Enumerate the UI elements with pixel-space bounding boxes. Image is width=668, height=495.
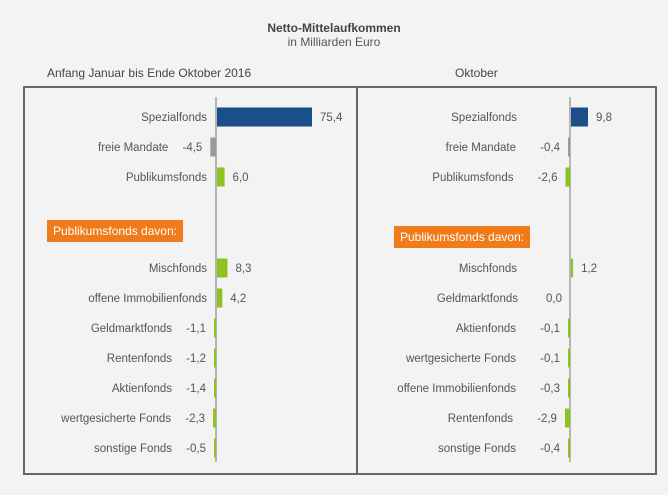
left-value-label-2: 6,0	[233, 172, 249, 184]
right-value-label-5: -0,1	[540, 323, 560, 335]
left-bar-7	[214, 378, 216, 398]
right-bar-6	[568, 348, 570, 368]
right-bar-7	[568, 378, 570, 398]
right-value-label-9: -0,4	[540, 443, 560, 455]
right-bar-1	[568, 137, 570, 157]
right-value-label-1: -0,4	[540, 142, 560, 154]
left-category-label-3: Mischfonds	[149, 263, 207, 275]
right-publikumsfonds-badge: Publikumsfonds davon:	[394, 226, 531, 248]
left-bar-6	[214, 348, 216, 368]
right-category-label-2: Publikumsfonds	[432, 172, 513, 184]
right-category-label-3: Mischfonds	[459, 263, 517, 275]
right-value-label-4: 0,0	[546, 293, 562, 305]
left-value-label-0: 75,4	[320, 112, 343, 124]
right-bar-2	[565, 167, 570, 187]
right-value-label-2: -2,6	[538, 172, 558, 184]
right-panel-heading: Oktober	[455, 66, 498, 80]
left-category-label-5: Geldmarktfonds	[91, 323, 172, 335]
left-bar-4	[217, 288, 223, 308]
left-value-label-8: -2,3	[185, 413, 205, 425]
right-value-label-0: 9,8	[596, 112, 612, 124]
left-category-label-9: sonstige Fonds	[94, 443, 172, 455]
panel-divider	[356, 86, 358, 475]
left-bar-8	[213, 408, 216, 428]
right-category-label-8: Rentenfonds	[448, 413, 513, 425]
right-bar-8	[564, 408, 570, 428]
left-publikumsfonds-badge: Publikumsfonds davon:	[47, 220, 184, 242]
right-category-label-7: offene Immobilienfonds	[397, 383, 516, 395]
left-bar-1	[210, 137, 216, 157]
left-category-label-8: wertgesicherte Fonds	[60, 413, 171, 425]
right-bar-9	[568, 438, 570, 458]
right-bar-0	[571, 107, 588, 127]
left-value-label-5: -1,1	[186, 323, 206, 335]
left-bar-5	[214, 318, 216, 338]
left-category-label-7: Aktienfonds	[112, 383, 172, 395]
right-category-label-9: sonstige Fonds	[438, 443, 516, 455]
right-category-label-0: Spezialfonds	[451, 112, 517, 124]
left-bar-9	[214, 438, 216, 458]
right-bar-3	[571, 258, 574, 278]
right-category-label-6: wertgesicherte Fonds	[405, 353, 516, 365]
left-category-label-6: Rentenfonds	[107, 353, 172, 365]
right-category-label-4: Geldmarktfonds	[437, 293, 518, 305]
left-value-label-6: -1,2	[186, 353, 206, 365]
left-value-label-9: -0,5	[186, 443, 206, 455]
right-bar-5	[568, 318, 570, 338]
chart-title: Netto-Mittelaufkommen	[267, 21, 401, 35]
left-value-label-1: -4,5	[183, 142, 203, 154]
left-panel-heading: Anfang Januar bis Ende Oktober 2016	[47, 66, 252, 80]
left-category-label-1: freie Mandate	[98, 142, 168, 154]
left-category-label-2: Publikumsfonds	[126, 172, 207, 184]
right-category-label-5: Aktienfonds	[456, 323, 516, 335]
right-value-label-6: -0,1	[540, 353, 560, 365]
right-category-label-1: freie Mandate	[446, 142, 516, 154]
left-bar-3	[217, 258, 228, 278]
left-bar-0	[217, 107, 312, 127]
left-value-label-3: 8,3	[235, 263, 251, 275]
left-category-label-4: offene Immobilienfonds	[88, 293, 207, 305]
right-value-label-3: 1,2	[581, 263, 597, 275]
left-category-label-0: Spezialfonds	[141, 112, 207, 124]
left-value-label-4: 4,2	[230, 293, 246, 305]
right-value-label-8: -2,9	[537, 413, 557, 425]
right-value-label-7: -0,3	[540, 383, 560, 395]
left-bar-2	[217, 167, 225, 187]
chart-subtitle: in Milliarden Euro	[287, 35, 381, 49]
left-value-label-7: -1,4	[186, 383, 206, 395]
chart-frame	[23, 86, 657, 475]
